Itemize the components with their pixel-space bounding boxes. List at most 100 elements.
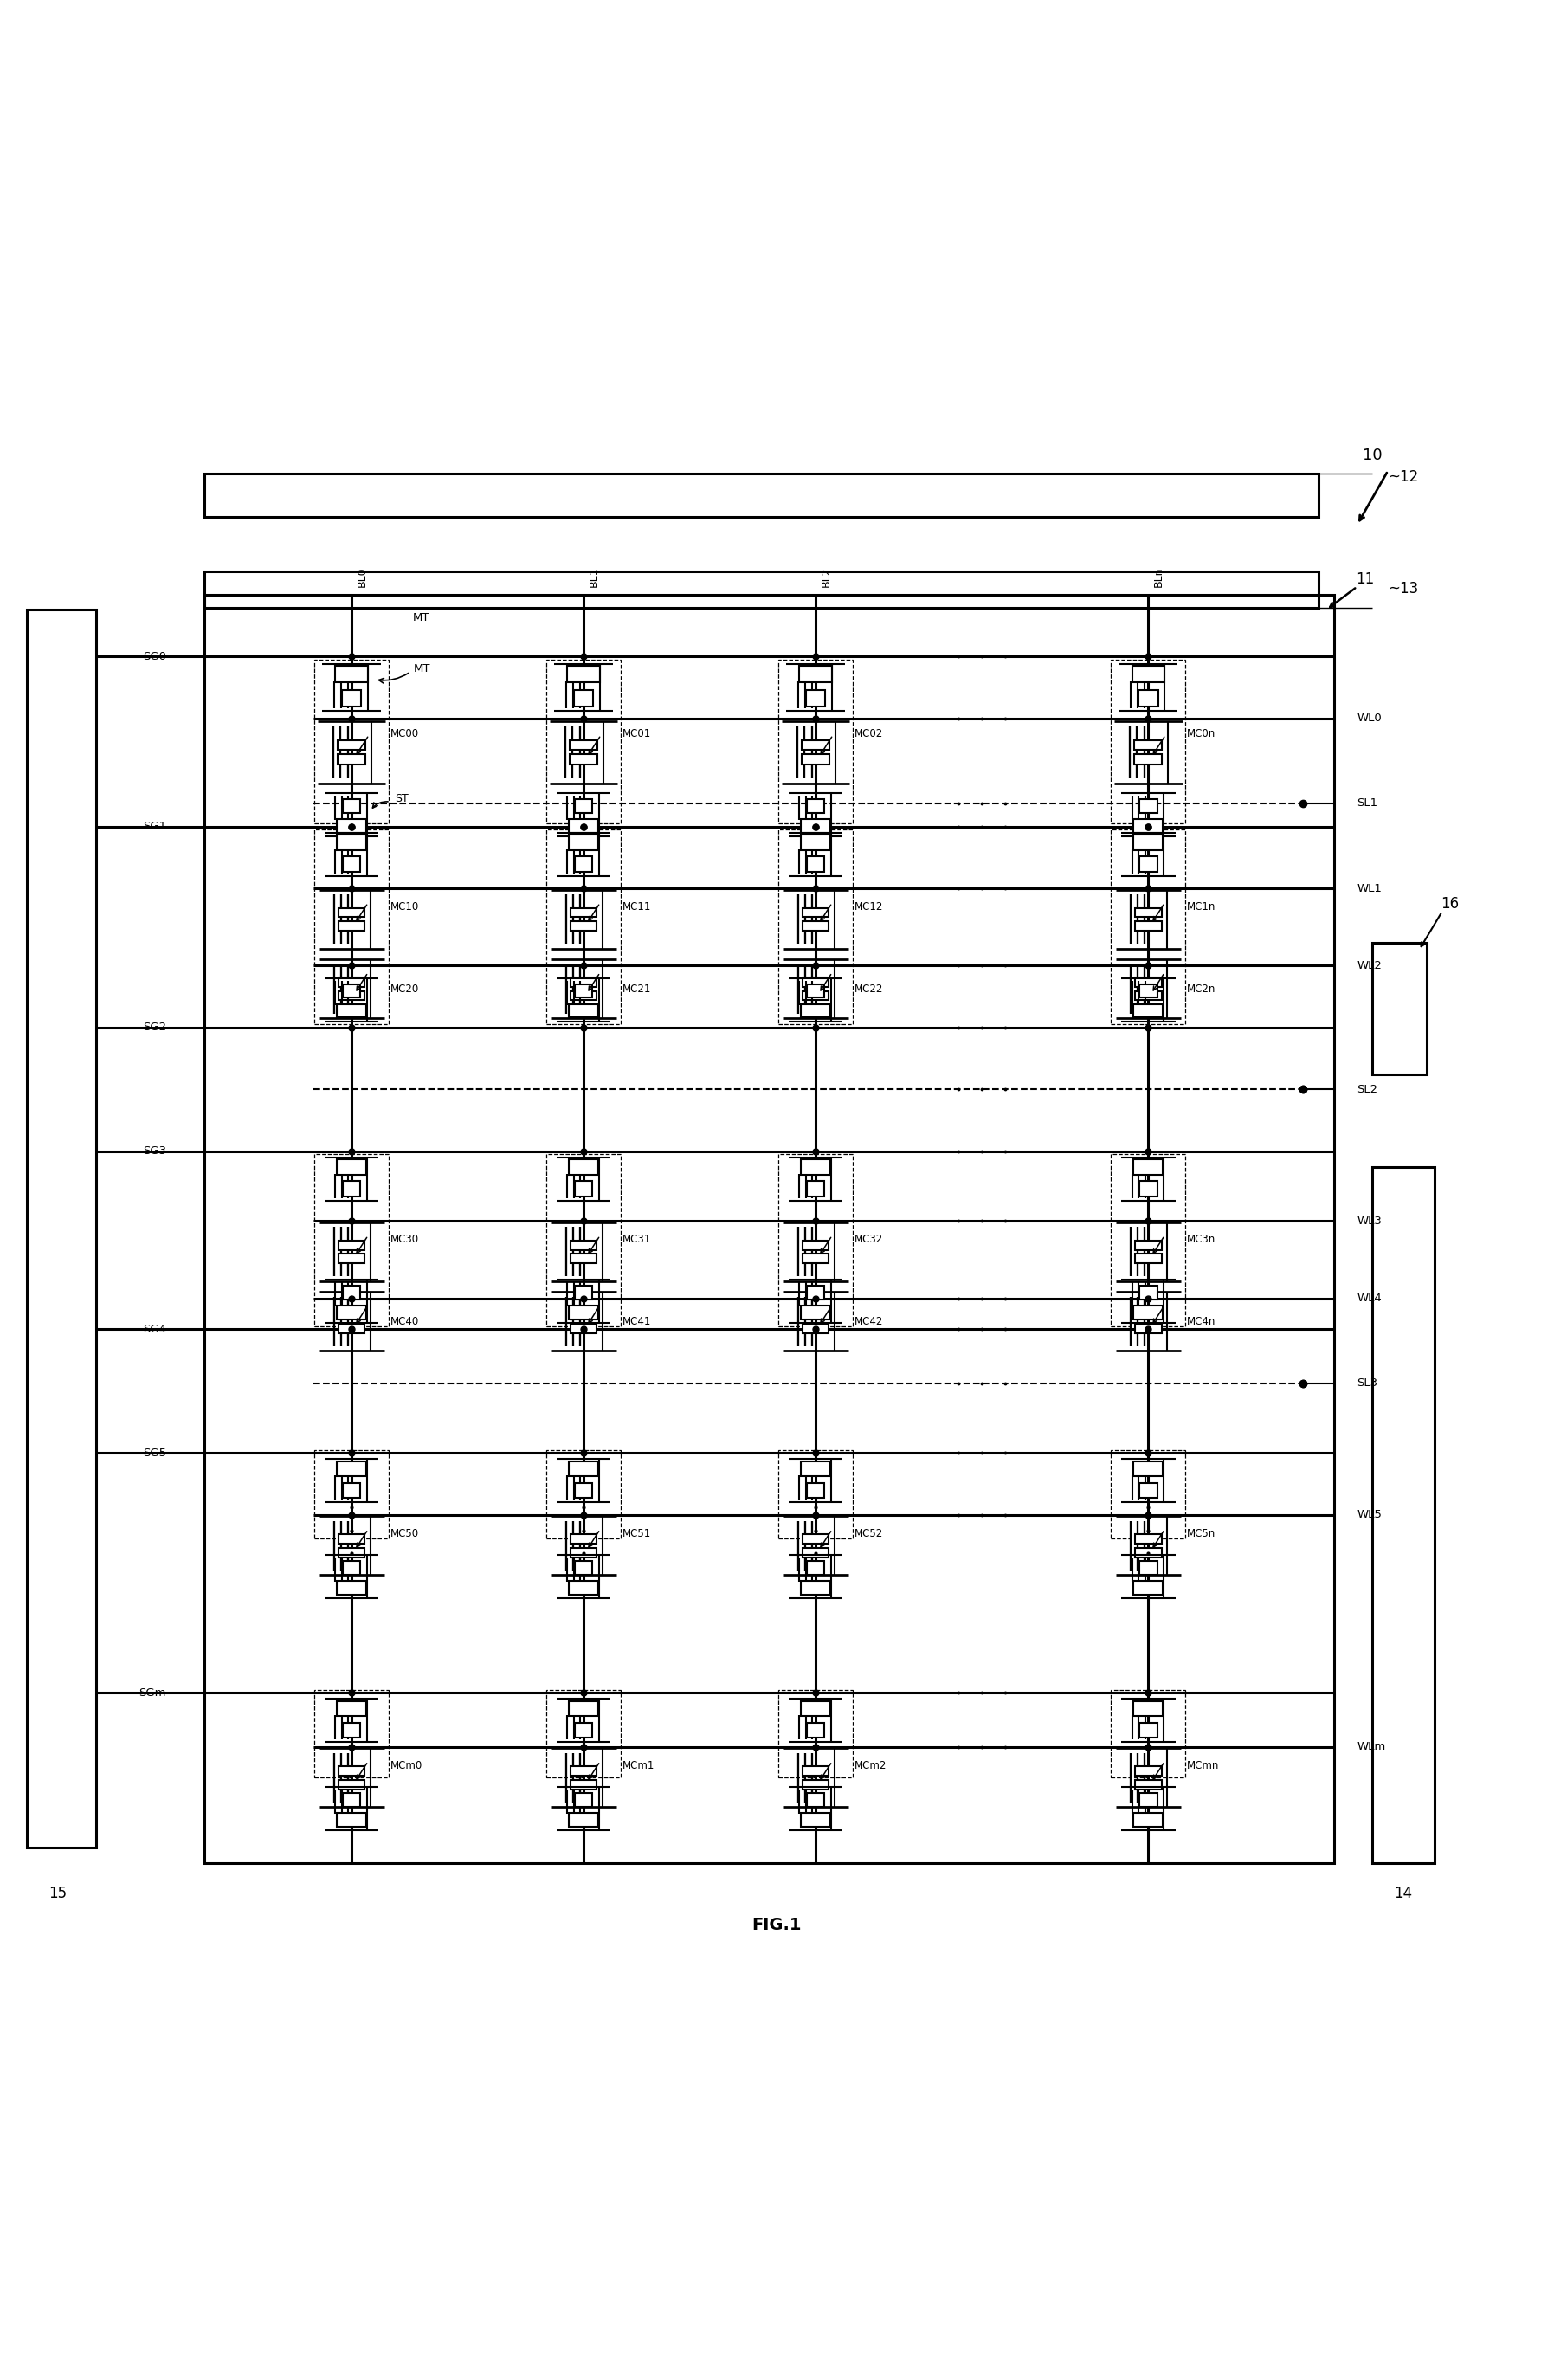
Text: MC31: MC31	[622, 1233, 651, 1245]
Bar	[1133, 819, 1162, 833]
Text: MC1n: MC1n	[1187, 902, 1215, 912]
Text: SL3: SL3	[1357, 1378, 1378, 1390]
Bar	[343, 800, 361, 812]
Text: WL2: WL2	[1357, 959, 1382, 971]
Bar	[339, 1535, 365, 1545]
Bar	[314, 1690, 388, 1778]
Bar	[1139, 1723, 1158, 1737]
Text: WL1: WL1	[1357, 883, 1382, 895]
Bar	[1134, 978, 1161, 988]
Bar	[800, 1461, 830, 1476]
Bar	[1111, 1690, 1186, 1778]
Bar	[1134, 1240, 1161, 1250]
Bar	[569, 835, 598, 850]
Bar	[807, 983, 825, 997]
Bar	[569, 1307, 598, 1319]
Bar	[800, 1307, 830, 1319]
Text: MC42: MC42	[855, 1316, 883, 1328]
Bar	[1139, 1285, 1158, 1299]
Bar	[807, 1561, 825, 1576]
Text: MC0n: MC0n	[1187, 728, 1215, 740]
Bar	[547, 831, 620, 1023]
Bar	[800, 819, 830, 833]
Text: MC40: MC40	[390, 1316, 420, 1328]
Text: MC50: MC50	[390, 1528, 420, 1540]
Text: BLn: BLn	[1153, 566, 1164, 588]
Bar	[807, 1483, 825, 1497]
Bar	[339, 1240, 365, 1250]
Bar	[337, 1159, 367, 1176]
Bar	[569, 1580, 598, 1595]
Bar	[802, 1780, 828, 1790]
Bar	[575, 1285, 592, 1299]
Bar	[1134, 1323, 1161, 1333]
Bar	[570, 1240, 597, 1250]
Text: MT: MT	[413, 664, 430, 674]
Bar	[575, 857, 592, 871]
Bar	[1133, 1461, 1162, 1476]
Bar	[343, 983, 361, 997]
Bar	[1133, 1004, 1162, 1019]
Bar	[1133, 835, 1162, 850]
Bar	[339, 907, 365, 916]
Bar	[1372, 1166, 1434, 1864]
Bar	[337, 740, 365, 750]
Text: MCm1: MCm1	[622, 1759, 654, 1771]
Bar	[1134, 1547, 1161, 1557]
Bar	[570, 990, 597, 1000]
Bar	[1134, 754, 1162, 764]
Bar	[339, 990, 365, 1000]
Text: WL5: WL5	[1357, 1509, 1382, 1521]
Bar	[337, 1814, 367, 1825]
Bar	[342, 690, 362, 707]
Bar	[800, 1004, 830, 1019]
Bar	[547, 1690, 620, 1778]
Bar	[1111, 1449, 1186, 1537]
Bar	[343, 1561, 361, 1576]
Bar	[567, 666, 600, 683]
Bar	[569, 819, 598, 833]
Text: ~13: ~13	[1388, 581, 1419, 597]
Bar	[1133, 1580, 1162, 1595]
Bar	[314, 659, 388, 823]
Bar	[570, 978, 597, 988]
Bar	[802, 990, 828, 1000]
Bar	[800, 1814, 830, 1825]
Text: SG2: SG2	[143, 1021, 166, 1033]
Bar	[569, 1004, 598, 1019]
Bar	[1139, 1483, 1158, 1497]
Bar	[1131, 666, 1164, 683]
Bar	[314, 831, 388, 1023]
Text: SG3: SG3	[143, 1145, 166, 1157]
Bar	[1139, 983, 1158, 997]
Bar	[314, 1154, 388, 1326]
Text: SG1: SG1	[143, 821, 166, 833]
Bar	[573, 690, 594, 707]
Bar	[343, 1483, 361, 1497]
Bar	[807, 1180, 825, 1197]
Bar	[575, 800, 592, 812]
Bar	[337, 819, 367, 833]
Text: ST: ST	[395, 793, 409, 804]
Bar	[1139, 1561, 1158, 1576]
Bar	[807, 857, 825, 871]
Bar	[314, 1449, 388, 1537]
Bar	[1139, 800, 1158, 812]
Bar	[1134, 1254, 1161, 1264]
Bar	[570, 1535, 597, 1545]
Text: MC21: MC21	[622, 983, 651, 995]
Bar	[800, 1702, 830, 1716]
Text: MC5n: MC5n	[1187, 1528, 1215, 1540]
Bar	[1133, 1702, 1162, 1716]
Bar	[799, 666, 831, 683]
Bar	[569, 1702, 598, 1716]
Bar	[1134, 1309, 1161, 1319]
Text: SG4: SG4	[143, 1323, 166, 1335]
Bar	[807, 1285, 825, 1299]
Bar	[569, 1461, 598, 1476]
Bar	[1111, 659, 1186, 823]
Bar	[339, 978, 365, 988]
Text: MT: MT	[413, 612, 429, 624]
Bar	[339, 921, 365, 931]
Text: SGm: SGm	[138, 1687, 166, 1699]
